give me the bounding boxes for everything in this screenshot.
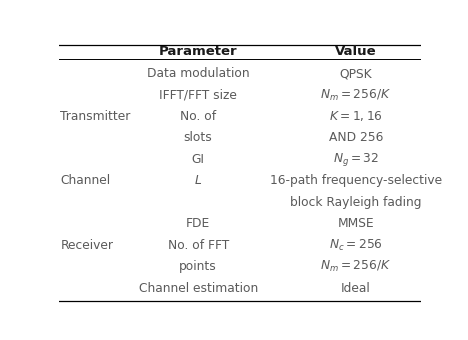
Text: Ideal: Ideal — [341, 282, 371, 295]
Text: AND 256: AND 256 — [329, 132, 383, 144]
Text: $L$: $L$ — [194, 174, 202, 187]
Text: Data modulation: Data modulation — [147, 67, 249, 80]
Text: points: points — [179, 260, 217, 273]
Text: $N_m = 256/K$: $N_m = 256/K$ — [320, 259, 392, 274]
Text: $N_g = 32$: $N_g = 32$ — [333, 151, 379, 168]
Text: 16-path frequency-selective: 16-path frequency-selective — [270, 174, 442, 187]
Text: No. of FFT: No. of FFT — [168, 239, 229, 252]
Text: $N_c = 256$: $N_c = 256$ — [329, 238, 383, 253]
Text: slots: slots — [184, 132, 212, 144]
Text: IFFT/FFT size: IFFT/FFT size — [159, 88, 237, 102]
Text: MMSE: MMSE — [337, 217, 374, 230]
Text: QPSK: QPSK — [340, 67, 372, 80]
Text: $K = 1, 16$: $K = 1, 16$ — [329, 109, 383, 123]
Text: No. of: No. of — [180, 110, 216, 123]
Text: Value: Value — [335, 45, 377, 58]
Text: GI: GI — [191, 153, 205, 166]
Text: FDE: FDE — [186, 217, 210, 230]
Text: $N_m = 256/K$: $N_m = 256/K$ — [320, 87, 392, 103]
Text: Receiver: Receiver — [60, 239, 113, 252]
Text: Parameter: Parameter — [159, 45, 237, 58]
Text: block Rayleigh fading: block Rayleigh fading — [290, 196, 422, 209]
Text: Channel: Channel — [60, 174, 110, 187]
Text: Channel estimation: Channel estimation — [139, 282, 258, 295]
Text: Transmitter: Transmitter — [60, 110, 131, 123]
